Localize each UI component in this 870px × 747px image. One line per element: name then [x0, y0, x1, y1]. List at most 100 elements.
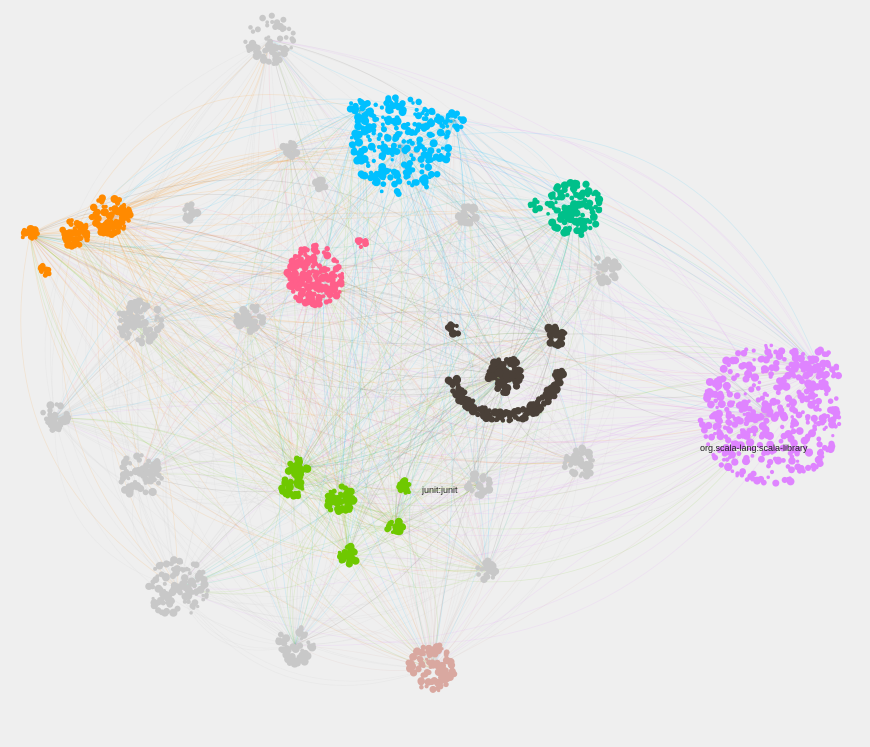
- graph-node: [434, 668, 443, 676]
- graph-edge: [289, 149, 329, 276]
- graph-node: [717, 431, 724, 438]
- graph-edge: [423, 119, 479, 486]
- graph-edge: [289, 149, 333, 276]
- graph-edge: [297, 207, 576, 469]
- graph-node: [568, 228, 572, 232]
- graph-edge: [29, 234, 341, 501]
- graph-edge: [110, 321, 179, 589]
- graph-node: [822, 380, 829, 387]
- graph-edge: [394, 144, 403, 528]
- graph-node: [283, 35, 289, 40]
- graph-node: [469, 470, 477, 478]
- graph-node: [763, 429, 770, 436]
- graph-edge: [248, 109, 361, 469]
- graph-node: [586, 469, 594, 477]
- graph-node: [828, 440, 835, 447]
- graph-node: [91, 204, 98, 211]
- graph-node: [256, 313, 263, 320]
- graph-edge: [420, 214, 488, 571]
- graph-node: [794, 463, 802, 471]
- graph-node: [99, 196, 104, 201]
- graph-node: [608, 265, 616, 273]
- graph-node: [182, 579, 188, 586]
- graph-node: [170, 581, 178, 589]
- graph-edge: [297, 300, 821, 469]
- graph-node: [29, 227, 35, 232]
- graph-node: [296, 456, 303, 464]
- graph-node: [824, 425, 828, 430]
- graph-node: [740, 361, 748, 369]
- graph-node: [743, 454, 750, 462]
- graph-node: [332, 291, 341, 300]
- graph-node: [427, 170, 435, 178]
- graph-edge: [294, 569, 488, 646]
- graph-edge: [54, 342, 771, 419]
- graph-node: [324, 275, 333, 283]
- graph-node: [743, 420, 749, 427]
- graph-node: [575, 184, 581, 189]
- graph-edge: [177, 374, 506, 589]
- graph-node: [310, 253, 316, 260]
- graph-node: [800, 410, 805, 415]
- graph-node: [201, 597, 206, 602]
- graph-node: [836, 421, 842, 427]
- graph-edge: [29, 214, 469, 319]
- graph-edge: [54, 417, 299, 500]
- graph-node: [432, 156, 436, 161]
- graph-node: [419, 169, 425, 175]
- graph-node: [321, 294, 326, 298]
- graph-edge: [54, 363, 479, 486]
- graph-edge: [54, 417, 299, 469]
- graph-node: [76, 222, 84, 230]
- graph-edge: [54, 274, 316, 419]
- graph-node: [116, 310, 123, 317]
- graph-node: [185, 215, 194, 224]
- graph-node: [812, 426, 818, 432]
- graph-node: [183, 593, 189, 598]
- graph-edge: [294, 109, 365, 646]
- graph-node: [169, 572, 177, 580]
- graph-node: [121, 313, 127, 319]
- graph-node: [250, 29, 256, 34]
- graph-node: [56, 427, 62, 433]
- graph-edge: [241, 317, 293, 489]
- graph-edge: [139, 345, 771, 476]
- graph-edge: [85, 214, 179, 589]
- graph-node: [313, 299, 321, 307]
- graph-node: [755, 397, 762, 403]
- graph-node: [381, 115, 385, 120]
- graph-edge: [54, 417, 433, 669]
- graph-node: [453, 375, 462, 384]
- graph-node: [788, 446, 794, 451]
- graph-node: [123, 316, 132, 325]
- graph-node: [826, 350, 831, 356]
- graph-edge: [769, 369, 821, 416]
- graph-edge: [467, 214, 581, 463]
- graph-edge: [289, 144, 401, 151]
- graph-node: [416, 141, 420, 145]
- graph-edge: [291, 207, 576, 489]
- graph-node: [588, 461, 593, 467]
- graph-node: [63, 229, 67, 234]
- graph-edge: [297, 214, 469, 469]
- graph-node: [254, 26, 261, 33]
- graph-edge: [399, 144, 606, 271]
- graph-node: [488, 416, 496, 423]
- graph-edge: [291, 332, 556, 489]
- scala-library-label[interactable]: org.scala-lang:scala-library: [700, 443, 808, 453]
- graph-node: [764, 401, 768, 405]
- graph-edge: [74, 232, 349, 556]
- graph-edge: [177, 526, 396, 595]
- graph-edge: [139, 321, 296, 646]
- graph-edge: [109, 189, 506, 376]
- graph-node: [823, 385, 831, 393]
- graph-node: [331, 270, 336, 275]
- graph-edge: [269, 39, 606, 271]
- graph-node: [700, 426, 708, 434]
- graph-node: [736, 441, 745, 450]
- graph-edge: [486, 461, 581, 571]
- graph-node: [725, 437, 732, 444]
- graph-edge: [54, 417, 293, 489]
- junit-label[interactable]: junit:junit: [421, 485, 458, 495]
- graph-edge: [477, 334, 561, 486]
